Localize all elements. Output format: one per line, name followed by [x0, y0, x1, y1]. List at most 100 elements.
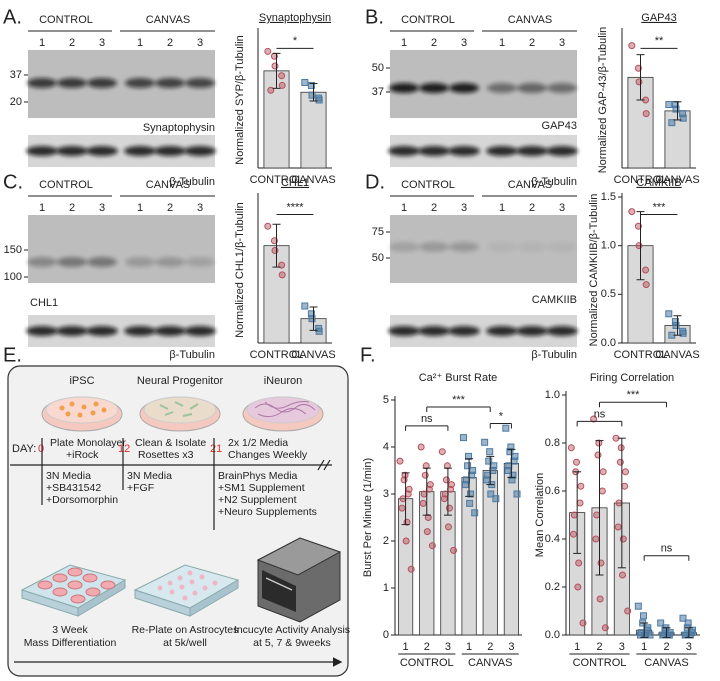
media: +Neuro Supplements	[218, 506, 317, 518]
panel-label: C.	[3, 171, 23, 193]
error-bar	[673, 315, 682, 336]
event: Changes Weekly	[228, 449, 308, 461]
blot-band	[155, 78, 185, 88]
y-tick-label: 3	[383, 488, 389, 500]
error-bar	[636, 54, 645, 101]
blot-band	[487, 242, 517, 252]
data-point	[400, 476, 408, 484]
data-point	[597, 559, 605, 567]
x-tick-label: 1	[466, 641, 472, 653]
data-point	[598, 487, 606, 495]
error-bar	[465, 458, 474, 497]
significance-label: *	[499, 410, 504, 422]
loading-label: β-Tubulin	[531, 349, 577, 361]
error-bar	[422, 467, 431, 516]
chart-title: CHL1	[281, 177, 309, 189]
y-tick-label: 0.5	[601, 288, 616, 300]
blot-band	[389, 83, 419, 93]
blot-image	[390, 50, 577, 118]
data-point	[619, 535, 627, 543]
error-bar	[486, 455, 495, 486]
loading-band	[56, 326, 88, 336]
panel-label: D.	[365, 171, 385, 193]
mw-marker: 150	[4, 244, 22, 256]
data-point	[271, 62, 279, 70]
group-label: CONTROL	[39, 179, 93, 191]
data-point	[485, 457, 493, 465]
significance-label: ***	[627, 389, 641, 401]
y-axis-label: Normalized CAMKIIB/β-Tubulin	[588, 194, 600, 347]
blot-band	[87, 257, 117, 267]
blot-band	[547, 242, 577, 252]
data-point	[634, 602, 642, 610]
data-point	[615, 499, 623, 507]
day-label: DAY:	[12, 443, 36, 455]
y-tick-label: 1.0	[601, 240, 616, 252]
data-point	[642, 110, 650, 118]
mw-marker: 37	[10, 69, 22, 81]
x-tick-label: 2	[596, 641, 602, 653]
group-label: CONTROL	[401, 179, 455, 191]
y-tick-label: 1.5	[601, 191, 616, 203]
y-tick-label: 4	[383, 441, 389, 453]
blot-image	[28, 215, 215, 283]
error-bar	[309, 82, 318, 102]
chart-title: GAP43	[641, 12, 676, 24]
x-tick-label: 3	[619, 641, 625, 653]
data-point	[668, 119, 676, 127]
y-tick-label: 0.4	[545, 533, 560, 545]
dishes	[41, 396, 324, 432]
mw-marker: 100	[4, 271, 22, 283]
error-bar	[662, 627, 671, 638]
blot-band	[155, 257, 185, 267]
stage: Neural Progenitor	[137, 375, 224, 387]
data-point	[635, 78, 643, 86]
event: Clean & Isolate	[135, 437, 206, 449]
data-point	[686, 631, 694, 639]
loading-band	[516, 146, 548, 156]
x-tick-label: 1	[574, 641, 580, 653]
blot-band	[57, 78, 87, 88]
plates	[20, 537, 342, 623]
loading-band	[154, 326, 186, 336]
lane-label: 2	[167, 37, 173, 49]
data-point	[657, 619, 665, 627]
lane-label: 2	[69, 37, 75, 49]
error-bar	[443, 467, 452, 516]
y-tick-label: 1	[383, 582, 389, 594]
media: 3N Media	[127, 470, 172, 482]
y-tick-label: 0.6	[545, 485, 560, 497]
data-point	[622, 468, 630, 476]
blot-band	[125, 257, 155, 267]
day: 12	[118, 443, 130, 455]
data-point	[462, 481, 470, 489]
protein-label: GAP43	[542, 120, 577, 132]
significance-label: **	[655, 35, 664, 47]
x-tick-label: CONTROL	[250, 349, 304, 361]
data-point	[440, 495, 448, 503]
data-point	[442, 476, 450, 484]
blot-band	[185, 78, 215, 88]
lane-label: 1	[499, 37, 505, 49]
y-tick-label: 0.0	[545, 629, 560, 641]
mw-marker: 50	[372, 252, 384, 264]
data-point	[672, 321, 680, 329]
data-point	[443, 462, 451, 470]
chart-title: Firing Correlation	[590, 372, 674, 384]
event: 2x 1/2 Media	[228, 437, 288, 449]
significance-label: ****	[286, 201, 304, 213]
data-point	[487, 490, 495, 498]
error-bar	[617, 437, 626, 569]
data-point	[307, 81, 315, 89]
data-point	[628, 42, 636, 50]
error-bar	[272, 223, 281, 268]
loading-band	[448, 326, 480, 336]
day: 0	[38, 443, 44, 455]
error-bar	[640, 622, 649, 638]
loading-band	[486, 326, 518, 336]
significance-label: *	[293, 35, 298, 47]
error-bar	[573, 471, 582, 554]
